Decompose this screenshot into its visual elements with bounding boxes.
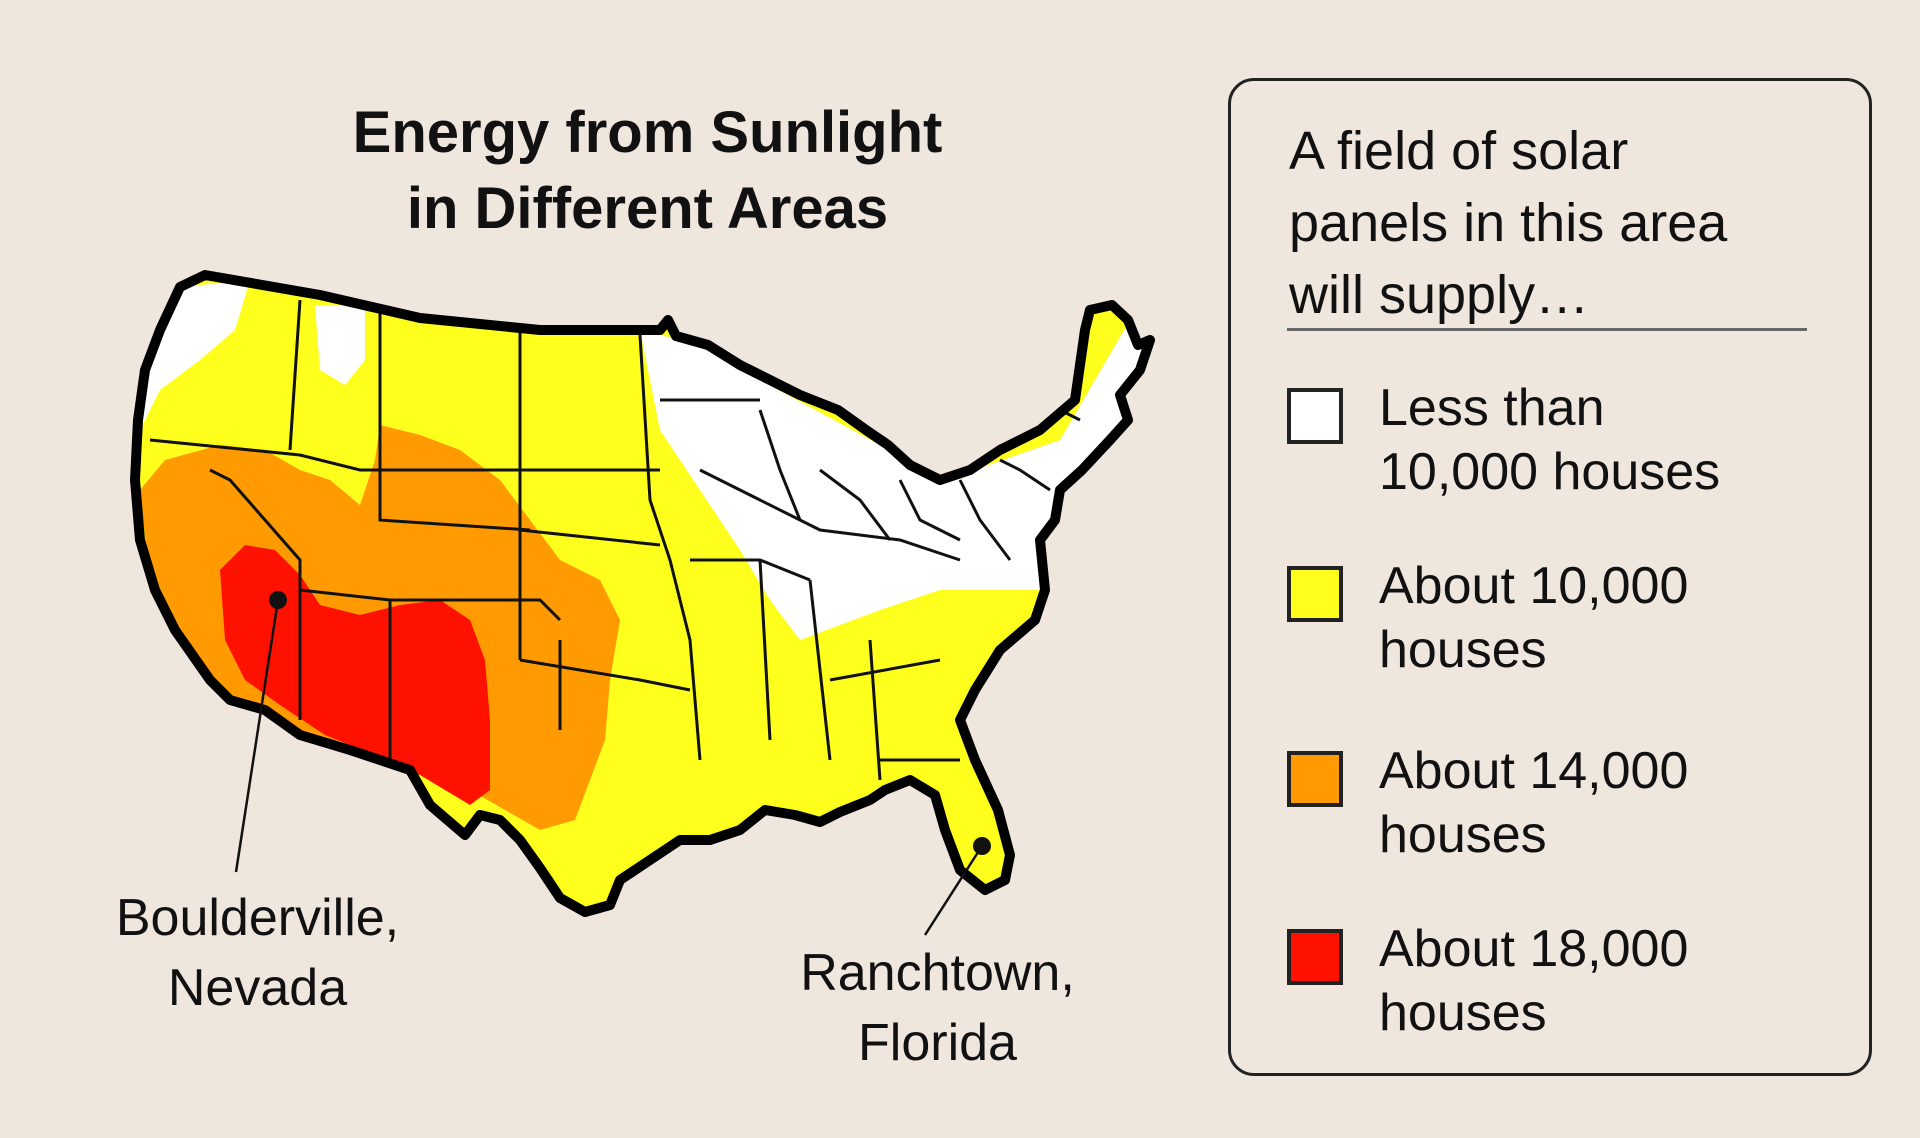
legend-label-line-1: About 10,000 (1379, 557, 1689, 615)
city-label-ranchtown: Ranchtown, Florida (760, 938, 1115, 1078)
legend-label-line-2: houses (1379, 806, 1547, 864)
map-title-line-2: in Different Areas (406, 176, 889, 241)
legend-label: About 14,000 houses (1379, 739, 1839, 867)
legend-label: About 10,000 houses (1379, 554, 1839, 682)
legend-heading-line: panels in this area (1289, 193, 1728, 253)
legend-swatch-orange (1287, 751, 1343, 807)
legend-swatch-white (1287, 388, 1343, 444)
legend-label: Less than 10,000 houses (1379, 376, 1839, 504)
legend-heading: A field of solar panels in this area wil… (1289, 115, 1829, 331)
city-label-line-2: Nevada (167, 959, 348, 1017)
zone-18000 (220, 545, 490, 805)
legend-box: A field of solar panels in this area wil… (1228, 78, 1872, 1076)
legend-swatch-red (1287, 929, 1343, 985)
boulderville-marker (269, 591, 287, 609)
legend-label: About 18,000 houses (1379, 917, 1839, 1045)
legend-label-line-1: Less than (1379, 379, 1605, 437)
us-outline (130, 270, 1155, 917)
city-label-line-1: Boulderville, (115, 889, 400, 947)
boulderville-leader-line (234, 599, 280, 873)
us-solar-map (130, 270, 1155, 936)
legend-swatch-yellow (1287, 566, 1343, 622)
state-borders (149, 299, 1081, 781)
map-title: Energy from Sunlight in Different Areas (150, 95, 1145, 247)
legend-label-line-2: houses (1379, 984, 1547, 1042)
legend-label-line-2: 10,000 houses (1379, 443, 1721, 501)
city-label-line-1: Ranchtown, (800, 944, 1075, 1002)
legend-divider (1287, 328, 1807, 331)
city-label-boulderville: Boulderville, Nevada (80, 883, 435, 1023)
ranchtown-marker (973, 837, 991, 855)
legend-heading-line: will supply… (1289, 265, 1590, 325)
map-title-line-1: Energy from Sunlight (352, 100, 943, 165)
legend-heading-line: A field of solar (1289, 121, 1629, 181)
legend-label-line-1: About 18,000 (1379, 920, 1689, 978)
legend-label-line-2: houses (1379, 621, 1547, 679)
city-label-line-2: Florida (858, 1014, 1017, 1072)
map-zones (135, 275, 1150, 912)
legend-label-line-1: About 14,000 (1379, 742, 1689, 800)
ranchtown-leader-line (923, 845, 984, 936)
zone-less-10000-idaho (315, 305, 365, 385)
